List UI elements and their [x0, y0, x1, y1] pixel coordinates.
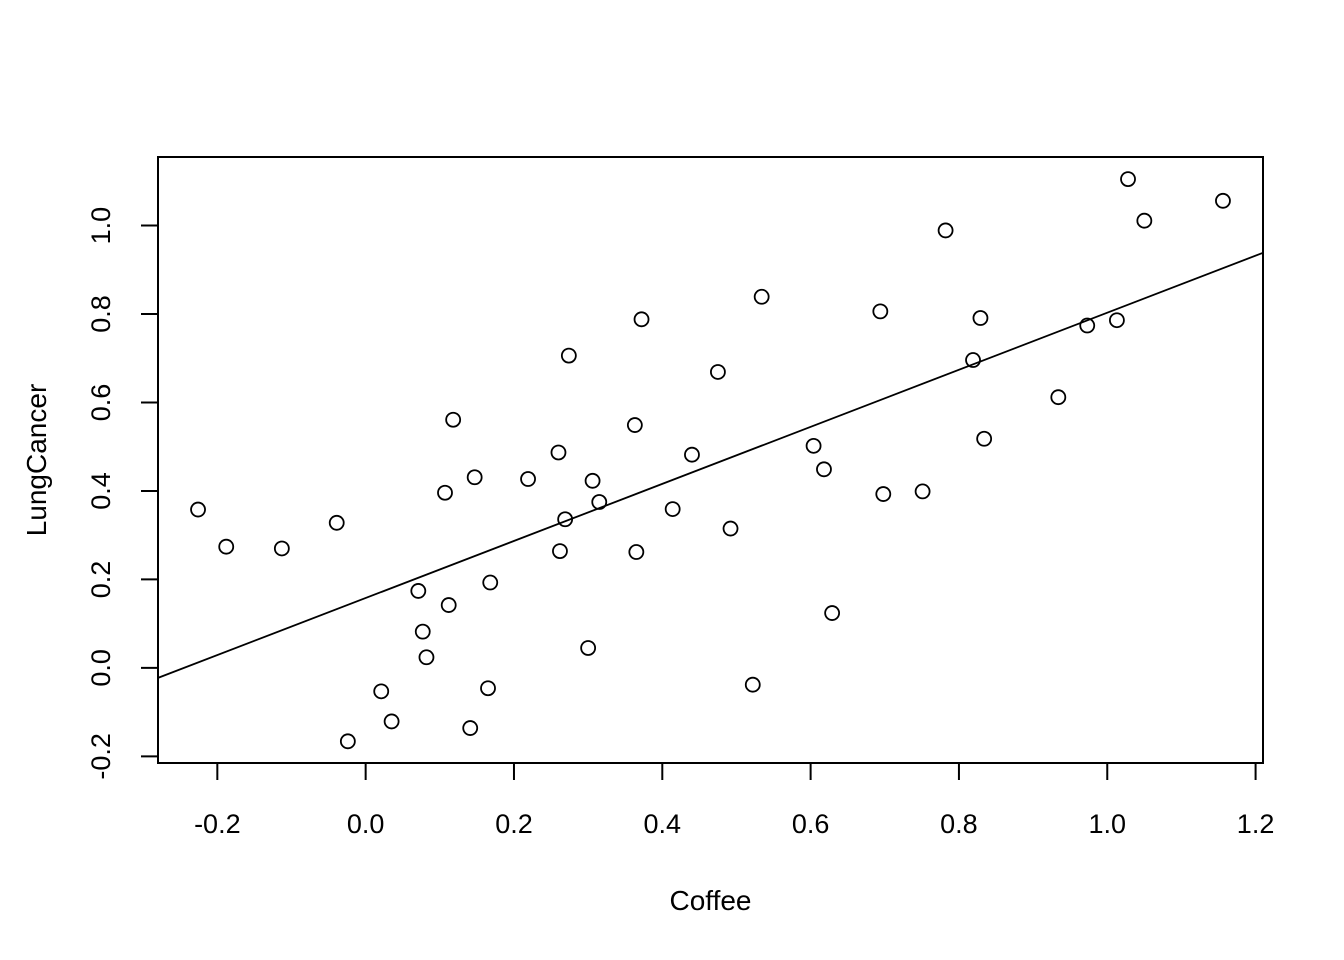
- x-tick-label: 1.0: [1088, 809, 1126, 839]
- x-tick-label: 0.6: [792, 809, 830, 839]
- data-point: [339, 733, 356, 750]
- y-tick-label: 0.2: [86, 561, 116, 599]
- x-tick-label: 0.0: [347, 809, 385, 839]
- data-point: [520, 471, 536, 487]
- y-tick-label: 0.0: [86, 649, 116, 687]
- data-point: [965, 352, 981, 368]
- data-point: [875, 486, 892, 502]
- y-axis: -0.2 0.0 0.2 0.4 0.6 0.8 1.0: [86, 207, 159, 780]
- data-point: [1215, 192, 1231, 209]
- data-point: [418, 649, 435, 666]
- data-point: [273, 540, 290, 557]
- data-point: [1136, 212, 1153, 229]
- data-point: [218, 538, 235, 555]
- data-point: [580, 640, 597, 656]
- data-point: [722, 520, 739, 537]
- data-point: [1079, 317, 1096, 334]
- data-point: [410, 583, 427, 599]
- data-point: [872, 303, 889, 320]
- data-points: [190, 171, 1231, 750]
- regression-line: [157, 251, 1264, 679]
- data-point: [744, 676, 761, 693]
- data-point: [914, 483, 931, 500]
- data-point: [824, 605, 841, 621]
- data-point: [466, 469, 483, 486]
- data-point: [628, 544, 645, 560]
- data-point: [440, 597, 457, 613]
- data-point: [1109, 312, 1125, 329]
- x-tick-label: 1.2: [1237, 809, 1275, 839]
- data-point: [190, 501, 206, 518]
- data-point: [328, 514, 345, 531]
- data-point: [462, 720, 479, 736]
- data-point: [550, 444, 567, 461]
- x-tick-label: 0.4: [644, 809, 682, 839]
- data-point: [972, 310, 989, 326]
- data-point: [557, 511, 574, 528]
- x-tick-label: 0.8: [940, 809, 978, 839]
- data-point: [445, 411, 462, 428]
- data-point: [584, 472, 601, 489]
- data-point: [1120, 171, 1136, 188]
- data-point: [480, 680, 496, 697]
- y-tick-label: 1.0: [86, 207, 116, 245]
- y-tick-label: 0.6: [86, 384, 116, 422]
- y-tick-label: 0.4: [86, 472, 116, 510]
- data-point: [684, 446, 700, 463]
- data-point: [937, 222, 954, 239]
- data-point: [383, 713, 400, 730]
- data-point: [753, 288, 770, 305]
- data-point: [560, 347, 577, 364]
- x-axis-title: Coffee: [670, 885, 752, 916]
- data-point: [664, 501, 681, 517]
- data-point: [816, 461, 832, 478]
- y-tick-label: 0.8: [86, 295, 116, 333]
- plot-frame: [157, 156, 1264, 764]
- data-point: [482, 574, 499, 591]
- data-point: [633, 311, 650, 328]
- data-point: [976, 430, 993, 447]
- data-point: [591, 494, 608, 510]
- y-tick-label: -0.2: [86, 733, 116, 780]
- x-tick-label: 0.2: [495, 809, 533, 839]
- data-point: [373, 683, 390, 700]
- x-axis: -0.2 0.0 0.2 0.4 0.6 0.8 1.0 1.2: [194, 762, 1275, 839]
- data-point: [552, 543, 568, 560]
- y-axis-title: LungCancer: [21, 384, 52, 537]
- data-point: [414, 623, 431, 640]
- data-point: [437, 484, 453, 501]
- data-point: [710, 364, 726, 380]
- data-point: [626, 417, 643, 433]
- data-point: [1050, 389, 1067, 406]
- x-tick-label: -0.2: [194, 809, 241, 839]
- data-point: [805, 437, 822, 454]
